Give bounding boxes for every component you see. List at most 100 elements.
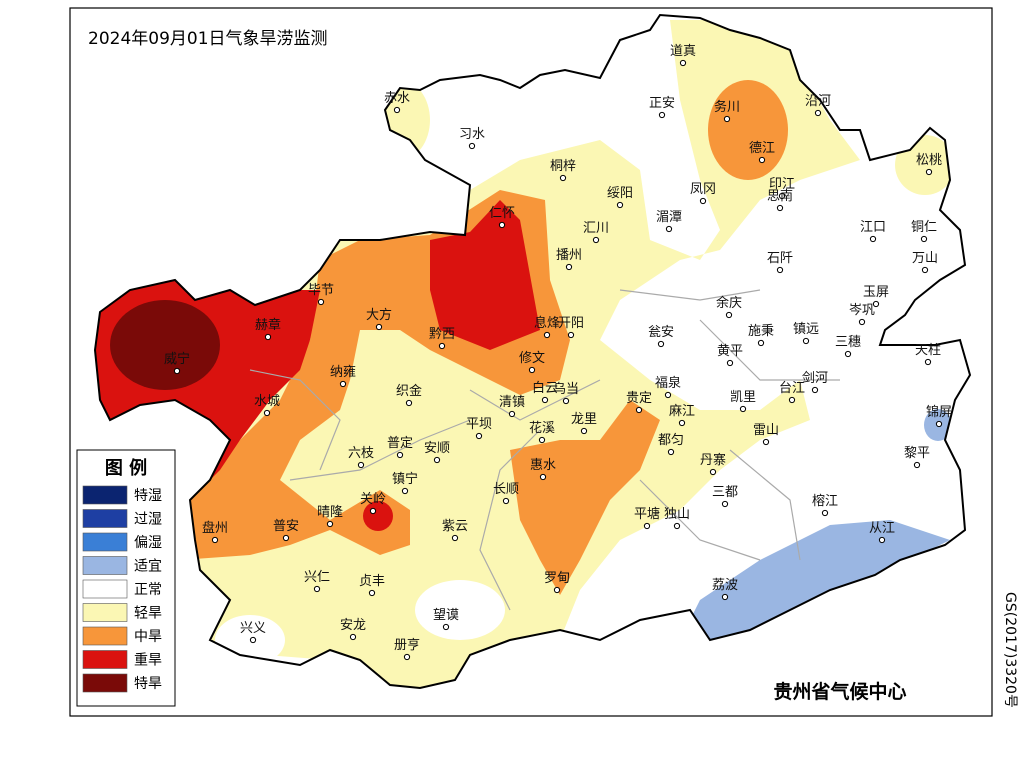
city-label: 湄潭: [656, 210, 682, 225]
legend-label: 中旱: [134, 629, 162, 645]
city-label: 丹寨: [700, 452, 726, 468]
legend-swatch: [82, 532, 128, 552]
city-dot: [539, 473, 547, 481]
city-label: 普安: [273, 519, 299, 534]
city-label: 凤冈: [690, 182, 716, 197]
city-dot: [811, 386, 819, 394]
city-dot: [433, 456, 441, 464]
city-dot: [762, 438, 770, 446]
city-dot: [616, 201, 624, 209]
city-label: 普定: [387, 436, 413, 451]
city-label: 盘州: [202, 520, 228, 536]
city-label: 独山: [664, 507, 690, 522]
city-dot: [673, 522, 681, 530]
city-dot: [920, 235, 928, 243]
city-dot: [758, 156, 766, 164]
city-dot: [580, 427, 588, 435]
legend-label: 偏湿: [134, 535, 162, 551]
city-dot: [778, 192, 786, 200]
city-label: 惠水: [530, 458, 556, 473]
legend-swatch: [82, 673, 128, 693]
city-dot: [723, 115, 731, 123]
city-label: 锦屏: [926, 405, 952, 420]
city-label: 绥阳: [607, 186, 633, 201]
city-dot: [788, 396, 796, 404]
city-dot: [664, 391, 672, 399]
extreme-drought-zone: [110, 300, 220, 390]
city-label: 织金: [396, 383, 422, 399]
city-dot: [721, 593, 729, 601]
map-number: GS(2017)3320号: [1002, 592, 1018, 708]
city-dot: [872, 300, 880, 308]
severe-drought-zone: [363, 501, 393, 531]
city-label: 安顺: [424, 441, 450, 456]
city-dot: [562, 397, 570, 405]
city-label: 松桃: [916, 153, 942, 168]
city-label: 晴隆: [317, 505, 343, 520]
city-label: 安龙: [340, 618, 366, 633]
city-dot: [776, 266, 784, 274]
city-label: 汇川: [583, 221, 609, 236]
city-dot: [924, 358, 932, 366]
city-dot: [878, 536, 886, 544]
city-dot: [375, 323, 383, 331]
city-label: 平塘: [634, 506, 660, 522]
city-label: 道真: [670, 44, 696, 59]
city-dot: [264, 333, 272, 341]
city-dot: [405, 399, 413, 407]
legend-swatch: [82, 485, 128, 505]
city-dot: [528, 366, 536, 374]
city-label: 黔西: [429, 327, 455, 342]
city-dot: [844, 350, 852, 358]
city-label: 习水: [459, 127, 485, 142]
city-label: 播州: [556, 248, 582, 263]
city-label: 正安: [649, 96, 675, 111]
city-label: 黄平: [717, 344, 743, 359]
city-dot: [657, 340, 665, 348]
legend-swatch: [82, 626, 128, 646]
city-label: 罗甸: [544, 571, 570, 586]
city-label: 瓮安: [648, 325, 674, 340]
city-dot: [249, 636, 257, 644]
city-label: 望谟: [433, 607, 459, 623]
city-dot: [567, 331, 575, 339]
city-label: 雷山: [753, 423, 779, 438]
city-dot: [814, 109, 822, 117]
city-label: 开阳: [558, 316, 584, 331]
city-label: 息烽: [534, 315, 560, 331]
city-dot: [667, 448, 675, 456]
legend-label: 适宜: [134, 559, 162, 575]
city-dot: [349, 633, 357, 641]
legend-title: 图 例: [105, 457, 147, 479]
city-label: 三穗: [835, 335, 861, 350]
city-label: 石阡: [767, 251, 793, 266]
city-dot: [401, 487, 409, 495]
city-dot: [313, 585, 321, 593]
city-label: 沿河: [805, 94, 831, 109]
city-label: 务川: [714, 99, 740, 115]
city-label: 黎平: [904, 446, 930, 461]
city-dot: [921, 266, 929, 274]
credit: 贵州省气候中心: [773, 680, 906, 703]
city-dot: [339, 380, 347, 388]
city-dot: [468, 142, 476, 150]
city-dot: [935, 420, 943, 428]
city-label: 贞丰: [359, 574, 385, 589]
city-label: 凯里: [730, 390, 756, 405]
city-dot: [502, 497, 510, 505]
city-dot: [173, 367, 181, 375]
city-label: 关岭: [360, 492, 386, 507]
city-label: 兴义: [240, 621, 266, 636]
city-label: 思南: [767, 188, 793, 204]
city-label: 铜仁: [911, 220, 937, 235]
city-label: 乌当: [553, 381, 579, 397]
city-label: 印江: [769, 177, 795, 192]
city-dot: [679, 59, 687, 67]
moderate-drought-zone: [510, 400, 660, 595]
city-dot: [802, 337, 810, 345]
city-label: 榕江: [812, 494, 838, 509]
city-label: 玉屏: [863, 285, 889, 300]
city-dot: [357, 461, 365, 469]
